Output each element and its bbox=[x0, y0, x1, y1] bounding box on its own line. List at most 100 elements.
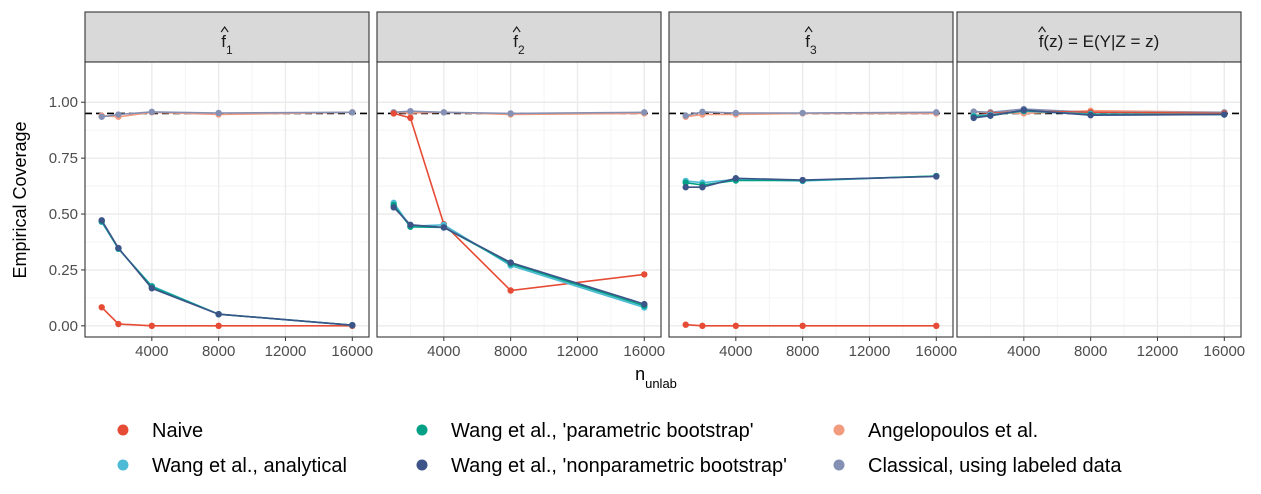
hat-accent bbox=[512, 26, 521, 33]
plot-background bbox=[669, 62, 953, 337]
data-point-naive bbox=[115, 320, 122, 328]
x-tick-label: 16000 bbox=[623, 343, 665, 360]
x-tick-label: 16000 bbox=[915, 343, 957, 360]
x-axis-title-subscript: unlab bbox=[645, 376, 677, 391]
strip-title-subscript: 2 bbox=[518, 43, 525, 57]
data-point-naive bbox=[933, 322, 940, 330]
x-tick-label: 16000 bbox=[1203, 343, 1245, 360]
y-axis-title: Empirical Coverage bbox=[10, 121, 30, 278]
data-point-nonparam_boot bbox=[407, 221, 414, 228]
data-point-param_boot bbox=[682, 179, 689, 186]
facet-strip-title: f2 bbox=[513, 32, 525, 57]
hat-accent bbox=[220, 26, 229, 33]
data-point-classical bbox=[98, 113, 105, 120]
facet-strip bbox=[956, 11, 1242, 63]
data-point-nonparam_boot bbox=[440, 224, 448, 231]
legend-label-angelopoulos: Angelopoulos et al. bbox=[868, 420, 1038, 442]
data-point-naive bbox=[215, 322, 222, 330]
data-point-classical bbox=[349, 109, 356, 116]
data-point-naive bbox=[699, 322, 706, 330]
hat-accent bbox=[1038, 26, 1047, 33]
y-tick-label: 1.00 bbox=[49, 94, 78, 111]
data-point-naive bbox=[390, 110, 397, 117]
facet-panel-3: f3 4000 8000 12000 16000 bbox=[668, 11, 957, 360]
data-point-nonparam_boot bbox=[682, 184, 689, 191]
data-point-classical bbox=[933, 109, 940, 116]
legend-label-classical: Classical, using labeled data bbox=[868, 455, 1122, 477]
y-tick-label: 0.50 bbox=[49, 206, 78, 223]
y-tick-label: 0.25 bbox=[49, 262, 78, 279]
x-tick-label: 4000 bbox=[135, 343, 168, 360]
x-tick-label: 16000 bbox=[331, 343, 373, 360]
legend-key-analytical bbox=[117, 459, 129, 471]
plot-background bbox=[957, 62, 1241, 337]
data-point-nonparam_boot bbox=[115, 244, 122, 252]
data-point-nonparam_boot bbox=[215, 310, 222, 318]
legend-key-nonparam_boot bbox=[416, 459, 428, 471]
data-point-naive bbox=[507, 287, 514, 294]
y-tick-label: 0.75 bbox=[49, 150, 78, 167]
legend-label-param_boot: Wang et al., 'parametric bootstrap' bbox=[451, 420, 754, 442]
strip-title-subscript: 1 bbox=[226, 43, 233, 57]
data-point-naive bbox=[98, 304, 105, 311]
plot-background bbox=[377, 62, 661, 337]
x-tick-label: 8000 bbox=[1074, 343, 1107, 360]
data-point-nonparam_boot bbox=[507, 259, 514, 266]
facet-panel-4: f(z) = E(Y|Z = z) 4000 8000 12000 16000 bbox=[956, 11, 1245, 360]
legend-item-naive: Naive bbox=[117, 420, 203, 442]
strip-title-base: f bbox=[221, 32, 226, 51]
data-point-classical bbox=[732, 109, 740, 117]
data-point-classical bbox=[215, 109, 222, 117]
data-point-nonparam_boot bbox=[98, 217, 105, 224]
data-point-nonparam_boot bbox=[799, 176, 806, 184]
panel-border bbox=[956, 61, 1242, 338]
legend: Naive Wang et al., analytical Wang et al.,… bbox=[117, 420, 1122, 477]
x-tick-label: 8000 bbox=[786, 343, 819, 360]
data-point-classical bbox=[682, 112, 689, 119]
facet-strip-title: f3 bbox=[805, 32, 817, 57]
data-point-naive bbox=[799, 322, 806, 330]
data-point-nonparam_boot bbox=[349, 321, 356, 329]
data-point-classical bbox=[799, 109, 806, 117]
panel-border bbox=[84, 61, 370, 338]
legend-key-angelopoulos bbox=[833, 424, 845, 436]
legend-label-nonparam_boot: Wang et al., 'nonparametric bootstrap' bbox=[451, 455, 787, 477]
panel-border bbox=[376, 61, 662, 338]
strip-title-base: f bbox=[513, 32, 518, 51]
y-axis: 0.00 0.25 0.50 0.75 1.00 bbox=[49, 94, 85, 335]
data-point-classical bbox=[115, 111, 122, 118]
strip-title-base: f bbox=[1039, 32, 1044, 51]
facet-strip bbox=[376, 11, 662, 63]
facet-strip bbox=[84, 11, 370, 63]
legend-item-classical: Classical, using labeled data bbox=[833, 455, 1122, 477]
x-tick-label: 12000 bbox=[849, 343, 891, 360]
data-point-naive bbox=[407, 114, 414, 122]
data-point-classical bbox=[440, 109, 448, 116]
data-point-nonparam_boot bbox=[970, 114, 977, 122]
strip-title-rest: (z) = E(Y|Z = z) bbox=[1043, 32, 1159, 51]
data-point-nonparam_boot bbox=[390, 204, 397, 211]
x-tick-label: 12000 bbox=[557, 343, 599, 360]
x-tick-label: 4000 bbox=[427, 343, 460, 360]
facet-strip bbox=[668, 11, 954, 63]
data-point-naive bbox=[148, 322, 156, 330]
x-axis-title: nunlab bbox=[635, 364, 677, 391]
data-point-nonparam_boot bbox=[148, 285, 156, 292]
data-point-classical bbox=[641, 109, 648, 116]
legend-item-nonparam_boot: Wang et al., 'nonparametric bootstrap' bbox=[416, 455, 787, 477]
plot-background bbox=[85, 62, 369, 337]
data-point-classical bbox=[407, 107, 414, 115]
data-point-nonparam_boot bbox=[1020, 106, 1028, 114]
data-point-classical bbox=[699, 108, 706, 116]
data-point-nonparam_boot bbox=[987, 112, 994, 119]
data-point-nonparam_boot bbox=[732, 175, 740, 182]
x-tick-label: 8000 bbox=[202, 343, 235, 360]
panel-border bbox=[668, 61, 954, 338]
legend-item-analytical: Wang et al., analytical bbox=[117, 455, 347, 477]
x-tick-label: 8000 bbox=[494, 343, 527, 360]
legend-label-analytical: Wang et al., analytical bbox=[152, 455, 347, 477]
legend-key-naive bbox=[117, 424, 129, 436]
legend-item-angelopoulos: Angelopoulos et al. bbox=[833, 420, 1038, 442]
